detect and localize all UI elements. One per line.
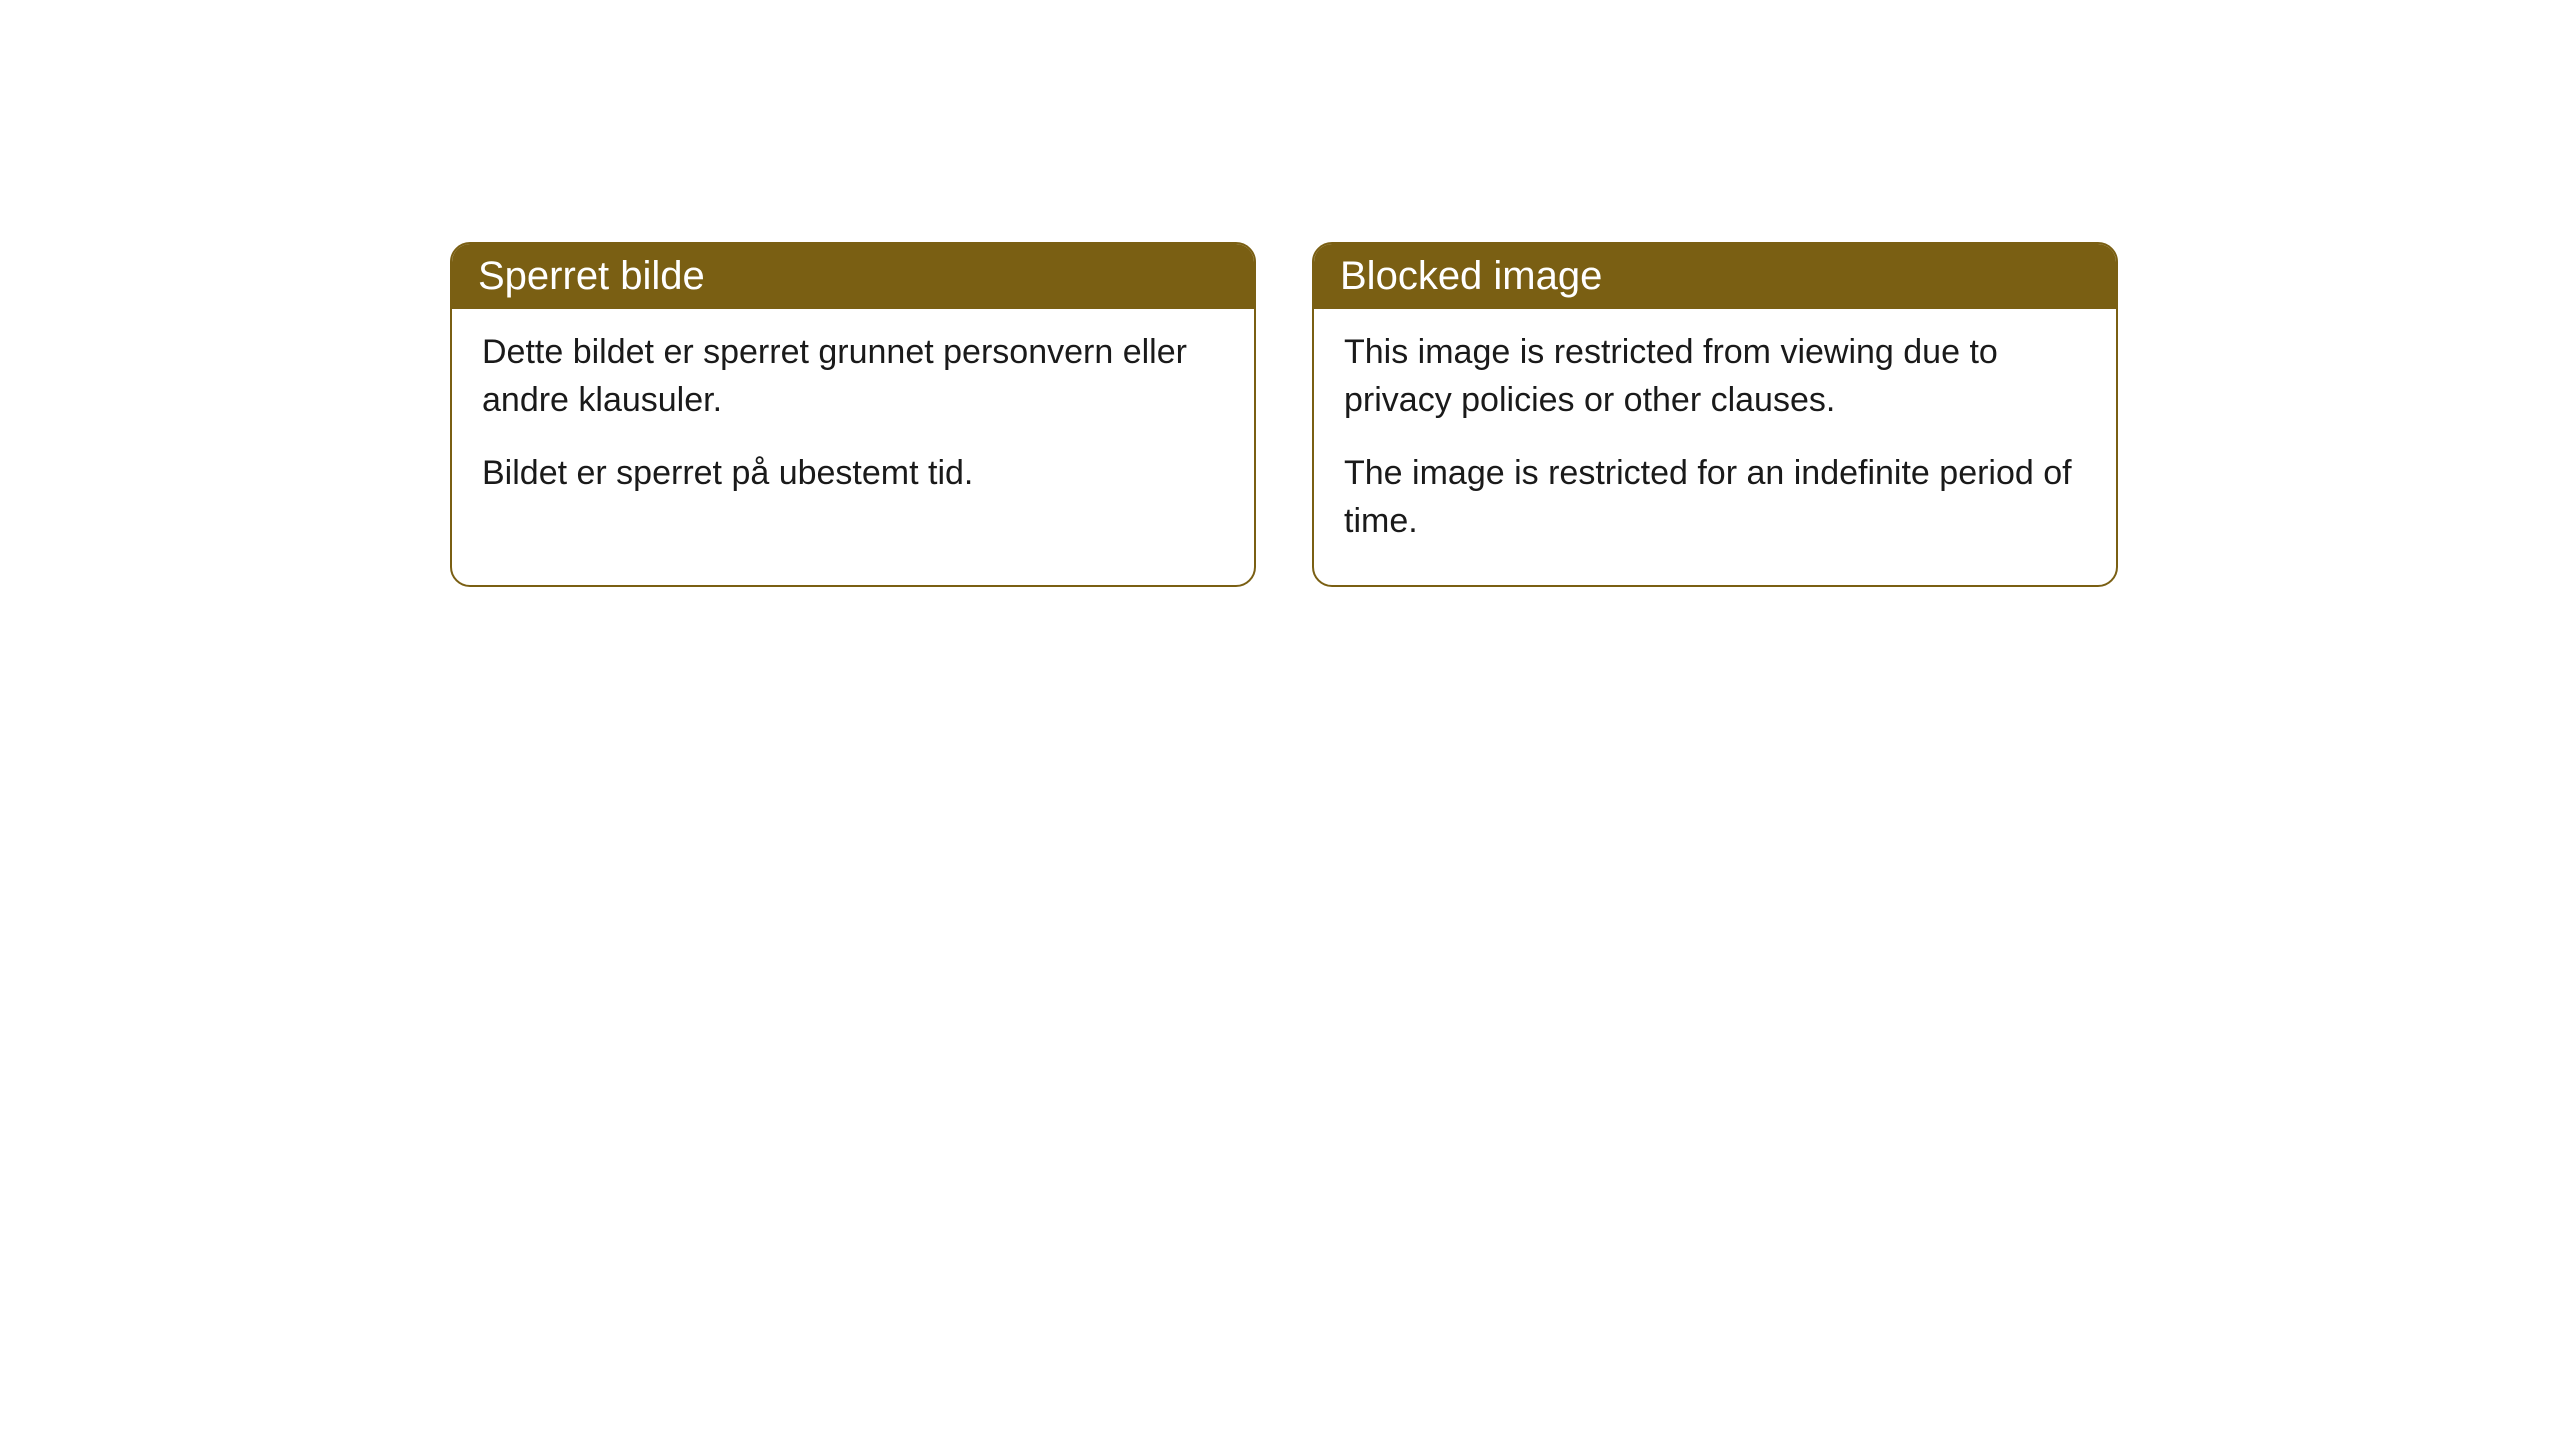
card-paragraph: Bildet er sperret på ubestemt tid. <box>482 450 1224 498</box>
card-body: Dette bildet er sperret grunnet personve… <box>452 309 1254 538</box>
notice-cards-container: Sperret bilde Dette bildet er sperret gr… <box>450 242 2118 587</box>
card-title: Sperret bilde <box>478 254 705 298</box>
card-paragraph: The image is restricted for an indefinit… <box>1344 450 2086 545</box>
card-header: Blocked image <box>1314 244 2116 309</box>
card-header: Sperret bilde <box>452 244 1254 309</box>
card-paragraph: This image is restricted from viewing du… <box>1344 329 2086 424</box>
card-title: Blocked image <box>1340 254 1602 298</box>
notice-card-english: Blocked image This image is restricted f… <box>1312 242 2118 587</box>
notice-card-norwegian: Sperret bilde Dette bildet er sperret gr… <box>450 242 1256 587</box>
card-body: This image is restricted from viewing du… <box>1314 309 2116 585</box>
card-paragraph: Dette bildet er sperret grunnet personve… <box>482 329 1224 424</box>
